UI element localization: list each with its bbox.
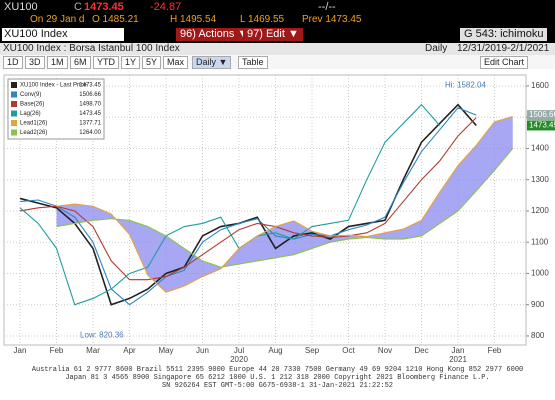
footer-line: Australia 61 2 9777 8600 Brazil 5511 239… — [31, 366, 524, 374]
x-tick-label: Oct — [342, 346, 355, 355]
x-tick-label: Nov — [378, 346, 392, 355]
x-tick-label: Jan — [452, 346, 465, 355]
y-tick-label: 1200 — [531, 206, 549, 215]
chart: 8009001000110012001300140015001600JanFeb… — [3, 74, 555, 364]
legend-swatch — [11, 101, 17, 107]
y-tick-label: 900 — [531, 300, 545, 309]
date: On 29 Jan d — [30, 14, 85, 25]
range-button[interactable]: Max — [163, 56, 189, 69]
y-tick-label: 1300 — [531, 175, 549, 184]
price-tag — [527, 120, 555, 131]
y-tick-label: 1000 — [531, 269, 549, 278]
legend-label: XU100 Index - Last Price — [20, 83, 87, 89]
legend-swatch — [11, 110, 17, 117]
y-tick-label: 1400 — [531, 144, 549, 153]
legend-value: 1498.70 — [79, 102, 101, 108]
series-line — [19, 117, 477, 281]
range-button[interactable]: 1Y — [121, 56, 141, 69]
y-tick-label: 1600 — [531, 81, 549, 90]
year-label: 2021 — [449, 355, 467, 364]
y-tick-label: 800 — [531, 331, 545, 340]
edit-chart-button[interactable]: Edit Chart — [480, 56, 529, 69]
cloud — [56, 116, 513, 293]
date-range: 12/31/2019-2/1/2021 — [457, 43, 550, 54]
range-button[interactable]: YTD — [93, 56, 119, 69]
price-tag-label: 1506.66 — [529, 110, 555, 119]
footer: Australia 61 2 9777 8600 Brazil 5511 239… — [0, 366, 555, 390]
legend-label: Lead2(26) — [20, 130, 47, 136]
price-tag-label: 1473.45 — [529, 121, 555, 130]
high: H 1495.54 — [170, 14, 217, 25]
last-price: 1473.45 — [84, 1, 124, 13]
series-line — [56, 148, 514, 268]
legend-value: 1506.66 — [79, 92, 101, 98]
legend-swatch — [11, 129, 17, 136]
description-bar: XU100 Index : Borsa Istanbul 100 Index D… — [0, 43, 555, 55]
legend-value: 1377.71 — [79, 121, 101, 127]
legend-label: Lead1(26) — [20, 121, 47, 127]
series-line — [19, 103, 477, 306]
y-tick-label: 1100 — [531, 237, 549, 246]
frequency-button[interactable]: Daily ▼ — [192, 56, 232, 69]
range-button[interactable]: 1D — [3, 56, 23, 69]
range-button[interactable]: 5Y — [142, 56, 162, 69]
legend-label: Base(26) — [20, 102, 44, 108]
legend-value: 1473.45 — [79, 83, 101, 89]
series-line — [19, 107, 477, 306]
table-button[interactable]: Table — [238, 56, 268, 69]
toolbar: Table Edit Chart 1D 3D 1M 6M YTD 1Y 5Y Max Daily… — [0, 55, 555, 69]
legend-swatch — [11, 82, 17, 88]
ohlc-bar: On 29 Jan d O 1485.21 H 1495.54 L 1469.5… — [0, 14, 555, 26]
command-bar: XU100 Index 96) Actions ▼ 97) Edit ▼ G 5… — [0, 26, 555, 43]
year-label: 2020 — [230, 355, 248, 364]
legend-swatch — [11, 120, 17, 126]
legend-label: Lag(26) — [20, 111, 41, 117]
x-tick-label: Dec — [414, 346, 428, 355]
ticker: XU100 — [4, 1, 38, 13]
close-label: C — [74, 1, 82, 13]
function-label: G 543: ichimoku — [460, 28, 548, 41]
legend-box — [7, 78, 105, 140]
x-tick-label: Feb — [50, 346, 64, 355]
x-tick-label: Jan — [14, 346, 27, 355]
annotation: Hi: 1582.04 — [445, 81, 486, 90]
low: L 1469.55 — [240, 14, 285, 25]
x-tick-label: Mar — [86, 346, 100, 355]
prev: Prev 1473.45 — [302, 14, 362, 25]
annotation: Low: 820.36 — [80, 331, 124, 340]
x-tick-label: Apr — [123, 346, 136, 355]
range-button[interactable]: 1M — [47, 56, 68, 69]
legend-value: 1473.45 — [79, 111, 101, 117]
legend-label: Conv(9) — [20, 92, 41, 98]
legend-value: 1264.00 — [79, 130, 101, 136]
x-tick-label: Aug — [268, 346, 282, 355]
range-button[interactable]: 6M — [70, 56, 91, 69]
actions-button[interactable]: 96) Actions ▼ — [176, 28, 253, 41]
quote-time: --/-- — [318, 1, 336, 13]
x-tick-label: Jun — [196, 346, 209, 355]
range-button[interactable]: 3D — [25, 56, 45, 69]
open: O 1485.21 — [92, 14, 139, 25]
x-tick-label: Sep — [305, 346, 320, 355]
x-tick-label: Feb — [488, 346, 502, 355]
footer-line: SN 926264 EST GMT-5:00 G675-6938-1 31-Ja… — [161, 382, 394, 390]
quote-bar: XU100 C 1473.45 -24.87 --/-- — [0, 0, 555, 14]
x-tick-label: May — [158, 346, 173, 355]
series-line — [19, 103, 441, 306]
period: Daily — [425, 43, 448, 54]
description: XU100 Index : Borsa Istanbul 100 Index — [3, 43, 180, 54]
price-change: -24.87 — [150, 1, 182, 13]
series-line — [56, 116, 513, 293]
legend-swatch — [11, 91, 17, 98]
x-tick-label: Jul — [234, 346, 244, 355]
footer-line: Japan 81 3 4565 8900 Singapore 65 6212 1… — [65, 374, 490, 382]
security-input[interactable]: XU100 Index — [2, 28, 124, 41]
price-tag — [527, 110, 555, 121]
edit-button[interactable]: 97) Edit ▼ — [243, 28, 303, 41]
